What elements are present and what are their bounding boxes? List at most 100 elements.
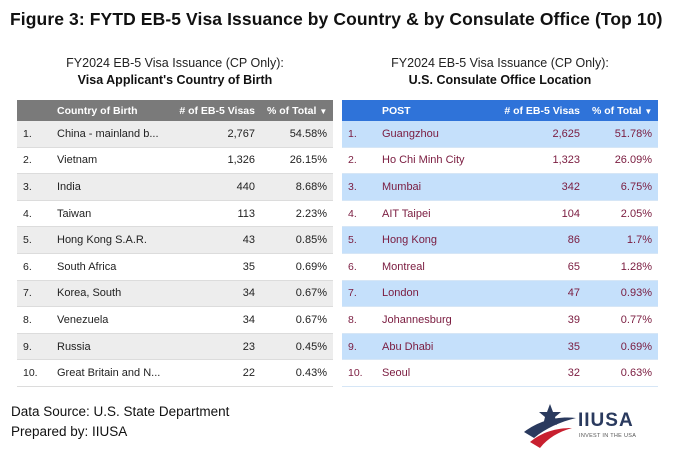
table-header-row: POST # of EB-5 Visas % of Total ▼ xyxy=(342,100,658,121)
post-column-header[interactable]: POST xyxy=(376,100,488,121)
country-table-body: 1. China - mainland b... 2,767 54.58% 2. Viet… xyxy=(17,121,333,387)
row-post: AIT Taipei xyxy=(376,200,488,228)
rank-column-header xyxy=(17,100,51,121)
row-visa-count: 1,323 xyxy=(488,147,586,175)
row-percent-total: 0.69% xyxy=(261,253,333,281)
right-table-subtitle: FY2024 EB-5 Visa Issuance (CP Only): xyxy=(391,56,609,70)
row-post: Montreal xyxy=(376,253,488,281)
row-rank: 9. xyxy=(342,333,376,361)
prepared-by: Prepared by: IIUSA xyxy=(11,424,128,439)
row-visa-count: 23 xyxy=(163,333,261,361)
row-rank: 10. xyxy=(342,359,376,387)
row-percent-total: 0.63% xyxy=(586,359,658,387)
iiusa-logo: IIUSA INVEST IN THE USA xyxy=(520,402,670,452)
row-country: South Africa xyxy=(51,253,163,281)
table-header-row: Country of Birth # of EB-5 Visas % of To… xyxy=(17,100,333,121)
row-rank: 8. xyxy=(17,306,51,334)
logo-wordmark: IIUSA xyxy=(578,410,634,431)
row-country: India xyxy=(51,173,163,201)
row-post: Guangzhou xyxy=(376,121,488,148)
right-table-title: U.S. Consulate Office Location xyxy=(408,73,592,87)
left-table-title: Visa Applicant's Country of Birth xyxy=(77,73,273,87)
row-post: Abu Dhabi xyxy=(376,333,488,361)
row-visa-count: 104 xyxy=(488,200,586,228)
table-row: 8. Johannesburg 39 0.77% xyxy=(342,306,658,334)
row-visa-count: 2,625 xyxy=(488,121,586,148)
consulate-office-panel: FY2024 EB-5 Visa Issuance (CP Only): U.S… xyxy=(342,55,658,387)
row-percent-total: 1.28% xyxy=(586,253,658,281)
consulate-table-body: 1. Guangzhou 2,625 51.78% 2. Ho Chi Minh City… xyxy=(342,121,658,387)
table-row: 5. Hong Kong 86 1.7% xyxy=(342,226,658,254)
row-visa-count: 39 xyxy=(488,306,586,334)
table-row: 2. Ho Chi Minh City 1,323 26.09% xyxy=(342,147,658,175)
table-row: 4. Taiwan 113 2.23% xyxy=(17,200,333,228)
row-percent-total: 26.09% xyxy=(586,147,658,175)
sort-descending-icon[interactable]: ▼ xyxy=(644,106,653,116)
row-percent-total: 26.15% xyxy=(261,147,333,175)
row-visa-count: 35 xyxy=(488,333,586,361)
country-of-birth-table: Country of Birth # of EB-5 Visas % of To… xyxy=(17,100,333,387)
row-visa-count: 43 xyxy=(163,226,261,254)
row-rank: 2. xyxy=(17,147,51,175)
row-visa-count: 32 xyxy=(488,359,586,387)
row-rank: 5. xyxy=(17,226,51,254)
row-country: China - mainland b... xyxy=(51,121,163,148)
percent-column-label: % of Total xyxy=(592,104,642,117)
row-post: Hong Kong xyxy=(376,226,488,254)
table-row: 4. AIT Taipei 104 2.05% xyxy=(342,200,658,228)
row-rank: 4. xyxy=(342,200,376,228)
percent-column-header[interactable]: % of Total ▼ xyxy=(261,100,333,121)
table-row: 7. Korea, South 34 0.67% xyxy=(17,280,333,308)
row-percent-total: 0.67% xyxy=(261,306,333,334)
visas-column-header[interactable]: # of EB-5 Visas xyxy=(163,100,261,121)
logo-tagline: INVEST IN THE USA xyxy=(579,433,637,439)
table-row: 9. Russia 23 0.45% xyxy=(17,333,333,361)
percent-column-header[interactable]: % of Total ▼ xyxy=(586,100,658,121)
left-table-subtitle: FY2024 EB-5 Visa Issuance (CP Only): xyxy=(66,56,284,70)
row-percent-total: 0.93% xyxy=(586,280,658,308)
row-percent-total: 6.75% xyxy=(586,173,658,201)
row-post: London xyxy=(376,280,488,308)
row-post: Seoul xyxy=(376,359,488,387)
row-visa-count: 34 xyxy=(163,280,261,308)
sort-descending-icon[interactable]: ▼ xyxy=(319,106,328,116)
table-row: 8. Venezuela 34 0.67% xyxy=(17,306,333,334)
table-row: 6. South Africa 35 0.69% xyxy=(17,253,333,281)
row-rank: 8. xyxy=(342,306,376,334)
row-visa-count: 86 xyxy=(488,226,586,254)
table-row: 3. India 440 8.68% xyxy=(17,173,333,201)
row-visa-count: 65 xyxy=(488,253,586,281)
row-country: Russia xyxy=(51,333,163,361)
table-row: 2. Vietnam 1,326 26.15% xyxy=(17,147,333,175)
row-visa-count: 113 xyxy=(163,200,261,228)
row-visa-count: 1,326 xyxy=(163,147,261,175)
row-country: Great Britain and N... xyxy=(51,359,163,387)
row-country: Korea, South xyxy=(51,280,163,308)
table-row: 1. China - mainland b... 2,767 54.58% xyxy=(17,121,333,148)
row-percent-total: 51.78% xyxy=(586,121,658,148)
row-visa-count: 22 xyxy=(163,359,261,387)
data-source: Data Source: U.S. State Department xyxy=(11,404,230,419)
table-row: 6. Montreal 65 1.28% xyxy=(342,253,658,281)
table-row: 5. Hong Kong S.A.R. 43 0.85% xyxy=(17,226,333,254)
row-rank: 1. xyxy=(342,121,376,148)
row-rank: 4. xyxy=(17,200,51,228)
row-rank: 6. xyxy=(17,253,51,281)
figure-title: Figure 3: FYTD EB-5 Visa Issuance by Cou… xyxy=(10,9,663,29)
row-post: Ho Chi Minh City xyxy=(376,147,488,175)
row-country: Taiwan xyxy=(51,200,163,228)
rank-column-header xyxy=(342,100,376,121)
row-percent-total: 0.69% xyxy=(586,333,658,361)
row-rank: 3. xyxy=(17,173,51,201)
row-post: Mumbai xyxy=(376,173,488,201)
row-rank: 7. xyxy=(342,280,376,308)
row-visa-count: 35 xyxy=(163,253,261,281)
consulate-office-table: POST # of EB-5 Visas % of Total ▼ 1. Guang… xyxy=(342,100,658,387)
table-row: 10. Great Britain and N... 22 0.43% xyxy=(17,359,333,387)
row-percent-total: 1.7% xyxy=(586,226,658,254)
row-visa-count: 440 xyxy=(163,173,261,201)
visas-column-header[interactable]: # of EB-5 Visas xyxy=(488,100,586,121)
row-percent-total: 0.67% xyxy=(261,280,333,308)
country-column-header[interactable]: Country of Birth xyxy=(51,100,163,121)
row-percent-total: 0.45% xyxy=(261,333,333,361)
